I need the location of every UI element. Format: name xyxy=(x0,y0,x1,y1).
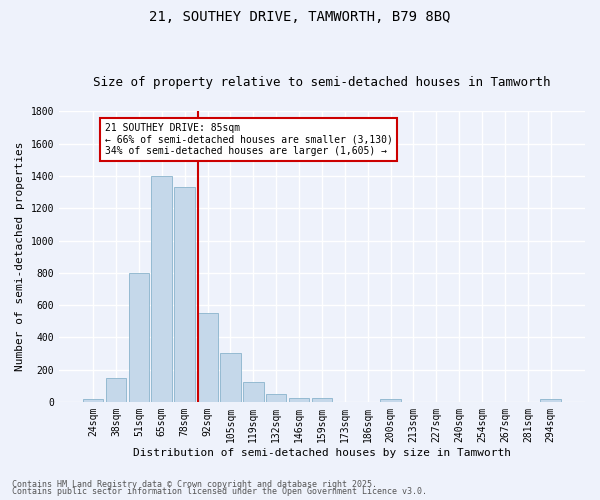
Bar xyxy=(197,313,218,402)
Title: Size of property relative to semi-detached houses in Tamworth: Size of property relative to semi-detach… xyxy=(93,76,551,90)
Text: 21, SOUTHEY DRIVE, TAMWORTH, B79 8BQ: 21, SOUTHEY DRIVE, TAMWORTH, B79 8BQ xyxy=(149,10,451,24)
Bar xyxy=(243,382,263,402)
Bar xyxy=(151,176,172,402)
Text: Contains public sector information licensed under the Open Government Licence v3: Contains public sector information licen… xyxy=(12,487,427,496)
Bar xyxy=(106,378,127,402)
Bar xyxy=(128,273,149,402)
Bar xyxy=(266,394,286,402)
Bar xyxy=(220,354,241,402)
Text: 21 SOUTHEY DRIVE: 85sqm
← 66% of semi-detached houses are smaller (3,130)
34% of: 21 SOUTHEY DRIVE: 85sqm ← 66% of semi-de… xyxy=(104,123,392,156)
Bar xyxy=(83,398,103,402)
Bar xyxy=(380,400,401,402)
Bar xyxy=(541,400,561,402)
Bar xyxy=(289,398,310,402)
Text: Contains HM Land Registry data © Crown copyright and database right 2025.: Contains HM Land Registry data © Crown c… xyxy=(12,480,377,489)
Bar xyxy=(311,398,332,402)
X-axis label: Distribution of semi-detached houses by size in Tamworth: Distribution of semi-detached houses by … xyxy=(133,448,511,458)
Y-axis label: Number of semi-detached properties: Number of semi-detached properties xyxy=(15,142,25,372)
Bar xyxy=(175,188,195,402)
